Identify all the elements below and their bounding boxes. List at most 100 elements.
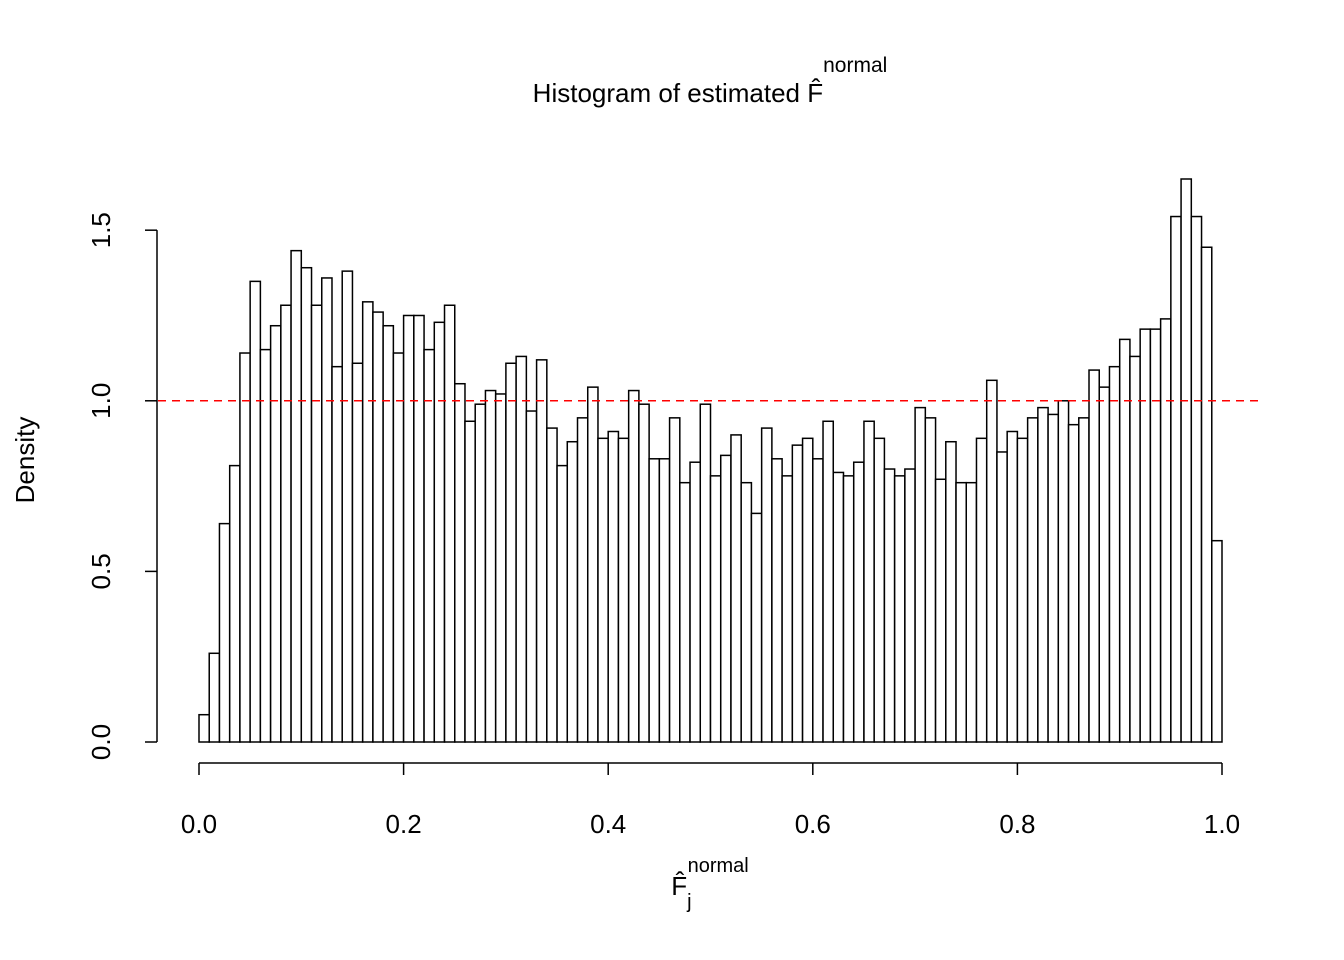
bar — [740, 481, 753, 743]
x-label-main: F̂ — [671, 871, 687, 901]
bar — [1067, 423, 1080, 743]
x-tick-label: 0.8 — [999, 809, 1035, 839]
bar — [658, 458, 671, 743]
title-sup: normal — [823, 54, 887, 77]
bar — [484, 389, 497, 743]
bar — [719, 454, 732, 743]
bar — [464, 420, 476, 743]
x-tick-label: 0.2 — [386, 809, 422, 839]
bar — [996, 451, 1008, 743]
bar — [280, 304, 292, 743]
bar — [1088, 369, 1100, 743]
bar — [290, 249, 303, 743]
bar — [689, 461, 702, 743]
bar — [1108, 365, 1121, 743]
bar — [1016, 437, 1029, 743]
bar — [638, 403, 650, 743]
bar — [1057, 400, 1070, 743]
bar — [321, 277, 333, 743]
bar — [228, 464, 241, 743]
bar — [699, 403, 712, 743]
bar — [556, 464, 569, 743]
bar — [505, 362, 517, 743]
bar — [955, 481, 968, 743]
bar — [1098, 386, 1111, 743]
bar — [586, 386, 599, 743]
bar — [1190, 215, 1203, 743]
bar — [914, 406, 927, 743]
bar — [351, 362, 364, 743]
bar — [668, 417, 681, 743]
bar — [269, 324, 282, 743]
y-tick-label: 0.0 — [86, 724, 116, 760]
bar — [454, 382, 466, 743]
bar — [259, 348, 272, 743]
bar — [239, 352, 251, 743]
chart-title: Histogram of estimated F̂normal — [533, 54, 888, 108]
bar — [1118, 338, 1131, 743]
bar — [945, 440, 957, 743]
bar — [781, 475, 794, 743]
bar — [1006, 430, 1019, 743]
bar — [750, 512, 763, 743]
bar — [546, 427, 558, 743]
bar — [1170, 215, 1182, 743]
bar — [1211, 539, 1223, 743]
bar — [361, 301, 374, 743]
bar — [679, 481, 691, 743]
x-label-sub: j — [686, 891, 691, 913]
bar — [535, 359, 548, 743]
bar — [883, 468, 896, 743]
bar — [832, 471, 845, 743]
bar — [1180, 178, 1193, 743]
bar — [975, 437, 988, 743]
bar — [443, 304, 456, 743]
bar — [1078, 417, 1090, 743]
bar — [1159, 318, 1172, 743]
bar — [965, 481, 978, 743]
bar — [607, 430, 620, 743]
bar — [904, 468, 916, 743]
bar — [576, 417, 589, 743]
bar — [341, 270, 354, 743]
bar — [413, 314, 425, 743]
bar — [893, 475, 906, 743]
bar — [1200, 246, 1213, 743]
bar — [791, 444, 804, 743]
bar — [218, 522, 231, 743]
bar — [249, 280, 262, 743]
y-tick-label: 1.0 — [86, 383, 116, 419]
bar — [648, 458, 661, 743]
bar — [873, 437, 886, 743]
bar — [433, 321, 446, 743]
bar — [382, 324, 395, 743]
bar — [760, 427, 773, 743]
bar — [310, 304, 323, 743]
bar — [1129, 355, 1141, 743]
bar — [1139, 328, 1152, 743]
y-tick-label: 0.5 — [86, 553, 116, 589]
bar — [842, 475, 855, 743]
bar — [1026, 417, 1039, 743]
bar — [423, 348, 436, 743]
bar — [924, 417, 937, 743]
bar — [852, 461, 865, 743]
bar — [402, 314, 415, 743]
x-label-sup: normal — [688, 855, 749, 877]
bar — [372, 311, 384, 743]
bar — [771, 458, 783, 743]
bar — [801, 437, 814, 743]
bar — [208, 652, 221, 743]
bar — [1047, 413, 1060, 743]
title-main: Histogram of estimated F̂ — [533, 78, 823, 108]
bar — [198, 713, 210, 743]
bar — [597, 437, 609, 743]
x-tick-label: 1.0 — [1204, 809, 1240, 839]
bar — [515, 355, 528, 743]
bar — [1149, 328, 1162, 743]
bar — [331, 365, 343, 743]
bar — [566, 440, 579, 743]
bar — [934, 478, 947, 743]
bar — [863, 420, 875, 743]
